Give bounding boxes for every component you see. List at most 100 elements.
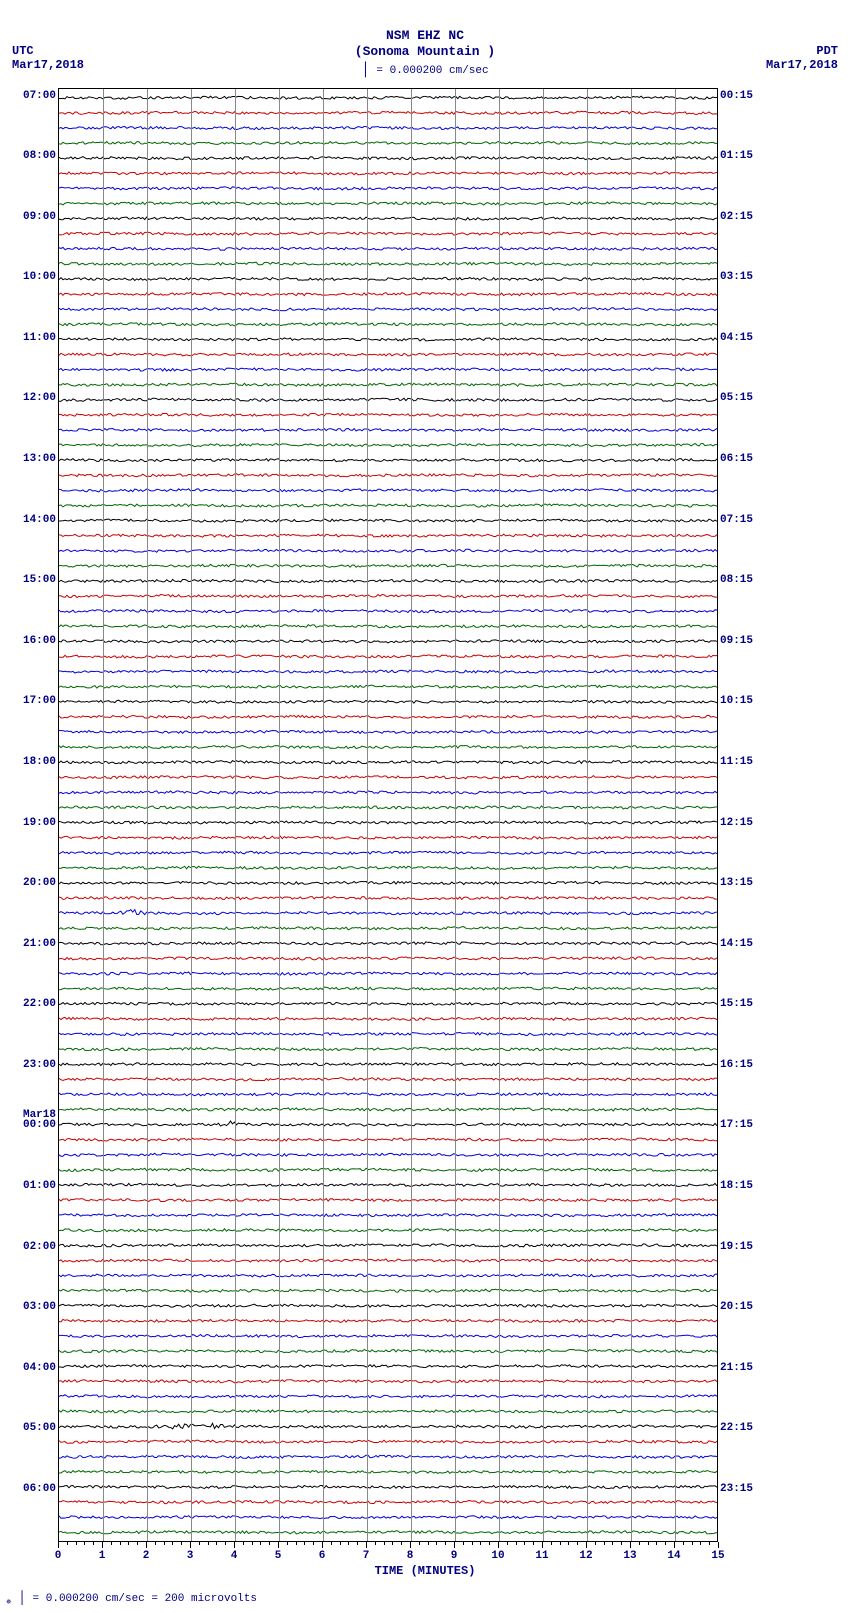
seismic-trace: [59, 504, 717, 507]
local-hour-label: 17:15: [720, 1119, 753, 1131]
seismic-trace: [59, 1410, 717, 1413]
x-tick-minor: [516, 1542, 517, 1545]
seismic-trace: [59, 655, 717, 658]
gridline: [147, 89, 148, 1541]
local-hour-label: 13:15: [720, 877, 753, 889]
scale-bar-icon: │: [18, 1590, 26, 1605]
x-tick-label: 7: [363, 1550, 370, 1562]
seismic-trace: [59, 1380, 717, 1383]
x-tick-label: 6: [319, 1550, 326, 1562]
seismic-trace: [59, 1168, 717, 1171]
x-tick: [58, 1542, 59, 1548]
seismic-trace: [59, 640, 717, 643]
x-tick-minor: [181, 1542, 182, 1545]
gridline: [235, 89, 236, 1541]
x-tick: [102, 1542, 103, 1548]
x-tick-minor: [692, 1542, 693, 1545]
gridline: [367, 89, 368, 1541]
seismic-trace: [59, 1063, 717, 1066]
x-tick-minor: [577, 1542, 578, 1545]
seismic-trace: [59, 881, 717, 884]
x-tick-minor: [120, 1542, 121, 1545]
seismic-trace: [59, 866, 717, 869]
x-tick-minor: [384, 1542, 385, 1545]
gridline: [675, 89, 676, 1541]
x-tick-label: 15: [711, 1550, 724, 1562]
utc-hour-label: 05:00: [6, 1422, 56, 1434]
seismic-trace: [59, 368, 717, 371]
seismic-trace: [59, 172, 717, 175]
x-tick-minor: [428, 1542, 429, 1545]
local-hour-label: 02:15: [720, 211, 753, 223]
x-tick-label: 13: [623, 1550, 636, 1562]
utc-hour-label: 11:00: [6, 332, 56, 344]
utc-hour-label: 16:00: [6, 635, 56, 647]
utc-hour-label: 07:00: [6, 90, 56, 102]
seismic-trace: [59, 142, 717, 145]
gridline: [587, 89, 588, 1541]
local-hour-label: 07:15: [720, 514, 753, 526]
seismic-trace: [59, 262, 717, 265]
footer-text: = 0.000200 cm/sec = 200 microvolts: [33, 1593, 257, 1605]
x-tick: [322, 1542, 323, 1548]
x-tick-minor: [199, 1542, 200, 1545]
gridline: [631, 89, 632, 1541]
seismic-trace: [59, 1048, 717, 1051]
seismic-trace: [59, 1259, 717, 1262]
x-tick-label: 5: [275, 1550, 282, 1562]
x-tick-minor: [313, 1542, 314, 1545]
seismic-trace: [59, 821, 717, 824]
x-tick-minor: [568, 1542, 569, 1545]
seismic-trace: [59, 111, 717, 114]
seismic-trace: [59, 1455, 717, 1458]
x-tick: [146, 1542, 147, 1548]
local-hour-label: 09:15: [720, 635, 753, 647]
seismic-trace: [59, 1470, 717, 1473]
x-tick-minor: [287, 1542, 288, 1545]
utc-hour-label: 10:00: [6, 271, 56, 283]
seismic-trace: [59, 157, 717, 160]
x-tick-minor: [137, 1542, 138, 1545]
seismic-trace: [59, 851, 717, 854]
seismic-trace: [59, 443, 717, 446]
utc-hour-label: 21:00: [6, 938, 56, 950]
scale-header-text: = 0.000200 cm/sec: [376, 65, 488, 77]
seismic-trace: [59, 700, 717, 703]
seismic-trace: [59, 670, 717, 673]
x-tick: [190, 1542, 191, 1548]
utc-hour-label: 03:00: [6, 1301, 56, 1313]
seismic-trace: [59, 910, 717, 915]
x-tick: [234, 1542, 235, 1548]
seismic-trace: [59, 1304, 717, 1307]
x-tick-minor: [348, 1542, 349, 1545]
seismic-trace: [59, 1032, 717, 1035]
x-tick-minor: [419, 1542, 420, 1545]
footer-scale: ✵ │ = 0.000200 cm/sec = 200 microvolts: [6, 1590, 257, 1607]
seismic-trace: [59, 1229, 717, 1232]
x-tick-minor: [357, 1542, 358, 1545]
seismic-trace: [59, 745, 717, 748]
x-tick-minor: [93, 1542, 94, 1545]
seismic-trace: [59, 1198, 717, 1201]
utc-hour-label: 23:00: [6, 1059, 56, 1071]
x-tick-minor: [489, 1542, 490, 1545]
x-tick-minor: [551, 1542, 552, 1545]
x-tick-minor: [164, 1542, 165, 1545]
x-tick-minor: [331, 1542, 332, 1545]
timezone-right: PDT: [816, 44, 838, 58]
x-tick-minor: [340, 1542, 341, 1545]
x-tick-minor: [700, 1542, 701, 1545]
seismic-trace: [59, 1440, 717, 1443]
seismic-trace: [59, 353, 717, 356]
utc-hour-label: 22:00: [6, 998, 56, 1010]
local-hour-label: 22:15: [720, 1422, 753, 1434]
station-name: (Sonoma Mountain ): [0, 44, 850, 59]
trace-canvas: [59, 89, 717, 1541]
x-tick-minor: [480, 1542, 481, 1545]
x-tick-label: 11: [535, 1550, 548, 1562]
x-tick-minor: [225, 1542, 226, 1545]
x-tick: [498, 1542, 499, 1548]
x-tick-minor: [296, 1542, 297, 1545]
x-tick-minor: [252, 1542, 253, 1545]
seismic-trace: [59, 594, 717, 597]
